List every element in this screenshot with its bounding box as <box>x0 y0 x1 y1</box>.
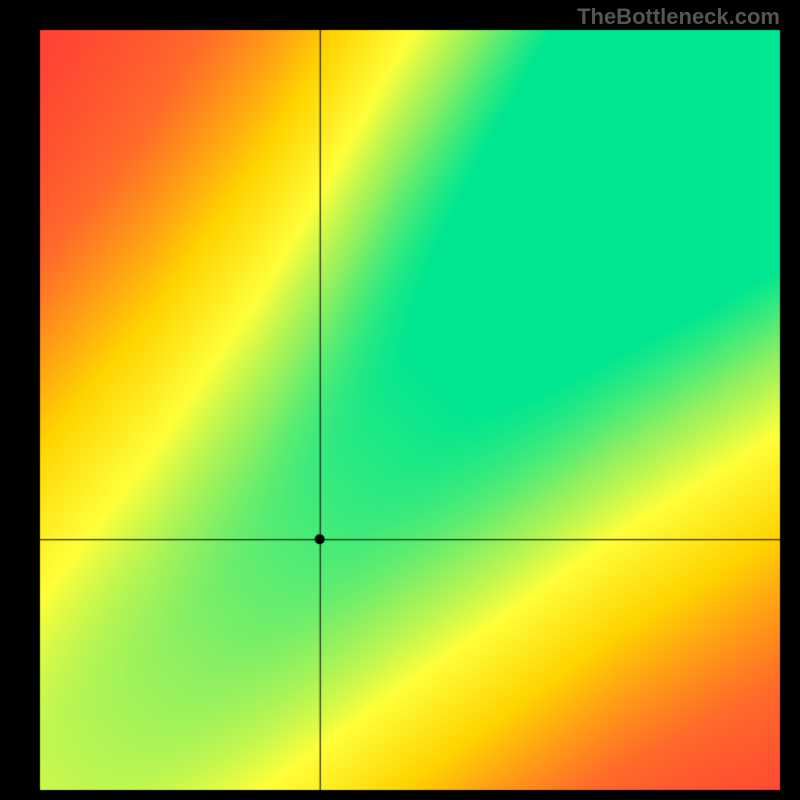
chart-container: TheBottleneck.com <box>0 0 800 800</box>
heatmap-canvas <box>0 0 800 800</box>
watermark-text: TheBottleneck.com <box>577 4 780 30</box>
